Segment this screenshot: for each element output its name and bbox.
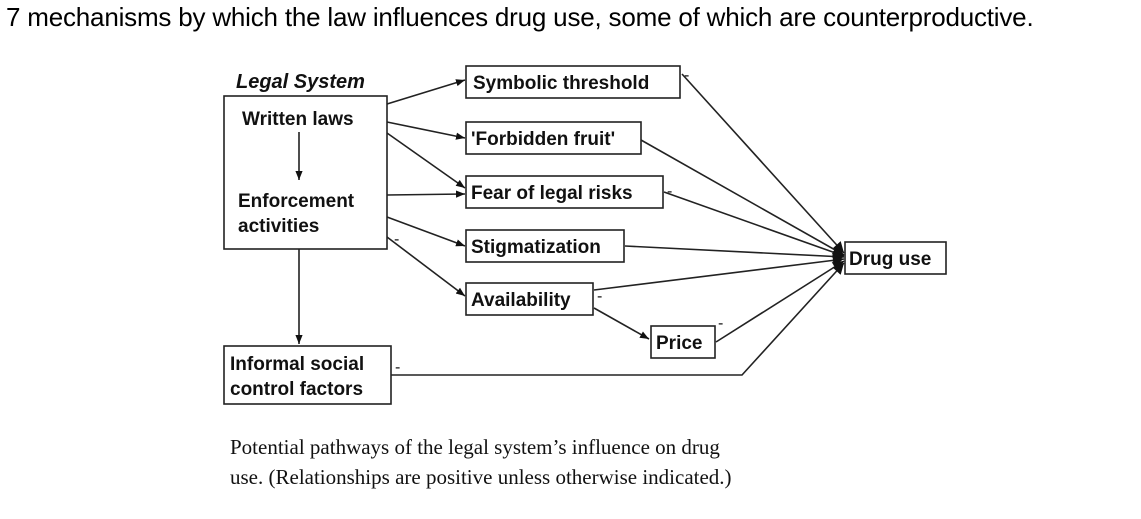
informal-social-control-box [223, 345, 392, 405]
legal-system-label: Legal System [236, 71, 365, 93]
forbidden-to-druguse-arrow [640, 139, 845, 256]
legal-to-symbolic-arrow [386, 79, 466, 105]
informal-label-line2: control factors [230, 379, 363, 400]
negative-sign-price: - [718, 315, 723, 332]
negative-sign-availability: - [597, 288, 602, 305]
slide-title: 7 mechanisms by which the law influences… [6, 2, 1034, 32]
symbolic-to-druguse-arrow [681, 73, 845, 254]
availability-to-druguse-arrow [593, 254, 845, 291]
caption-line-1: Potential pathways of the legal system’s… [230, 435, 720, 459]
laws-to-fear-arrow [386, 132, 466, 189]
enforcement-to-stigma-arrow [386, 216, 466, 247]
stigma-to-druguse-arrow [624, 245, 845, 262]
availability-box [465, 282, 594, 316]
drug-use-box [844, 241, 947, 275]
written-laws-label: Written laws [242, 109, 354, 130]
informal-label-line1: Informal social [230, 354, 364, 375]
enforcement-to-fear-arrow [386, 190, 466, 198]
negative-sign-fear: - [667, 183, 672, 200]
symbolic-threshold-label: Symbolic threshold [473, 73, 649, 94]
legal-system-box [223, 95, 388, 250]
enforcement-label-line2: activities [238, 216, 319, 237]
negative-sign-enforcement: - [394, 231, 399, 248]
enforcement-label-line1: Enforcement [238, 191, 355, 212]
negative-sign-symbolic: - [684, 67, 689, 84]
fear-to-druguse-arrow [663, 191, 845, 258]
stigmatization-box [465, 229, 625, 263]
caption-line-2: use. (Relationships are positive unless … [230, 465, 732, 489]
price-to-druguse-arrow [715, 260, 845, 343]
price-label: Price [656, 333, 702, 354]
negative-sign-informal: - [395, 359, 400, 376]
legal-to-forbidden-arrow [386, 121, 466, 140]
price-box [650, 325, 716, 359]
enforcement-to-availability-arrow [386, 236, 466, 297]
informal-to-druguse-arrow [391, 262, 845, 376]
stigmatization-label: Stigmatization [471, 237, 601, 258]
fear-of-legal-risks-label: Fear of legal risks [471, 183, 633, 204]
availability-label: Availability [471, 290, 571, 311]
availability-to-price-arrow [593, 307, 650, 340]
fear-of-legal-risks-box [465, 175, 664, 209]
figure-caption: Potential pathways of the legal system’s… [230, 432, 870, 492]
symbolic-threshold-box [465, 65, 681, 99]
forbidden-fruit-box [465, 121, 642, 155]
forbidden-fruit-label: 'Forbidden fruit' [471, 129, 615, 150]
drug-use-label: Drug use [849, 249, 931, 270]
